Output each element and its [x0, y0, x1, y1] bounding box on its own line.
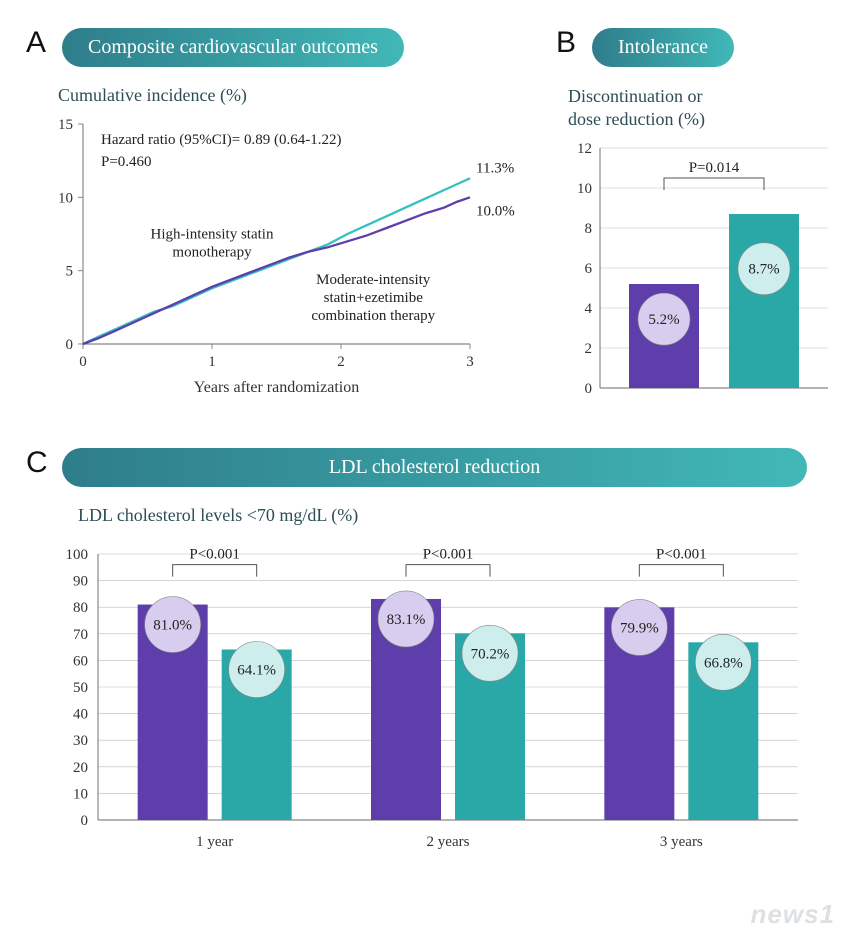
svg-text:10.0%: 10.0% [476, 203, 515, 219]
svg-text:90: 90 [73, 574, 88, 590]
svg-text:50: 50 [73, 680, 88, 696]
svg-text:P<0.001: P<0.001 [656, 547, 707, 563]
svg-text:5: 5 [66, 264, 74, 280]
svg-text:combination therapy: combination therapy [311, 308, 435, 324]
svg-text:81.0%: 81.0% [153, 618, 192, 634]
svg-text:15: 15 [58, 117, 73, 133]
svg-text:3: 3 [466, 354, 474, 370]
panel-c-letter: C [26, 446, 48, 480]
svg-text:83.1%: 83.1% [387, 612, 426, 628]
chart-b: 0 2 4 6 8 10 12 5.2% 8.7% P=0.014 [558, 138, 838, 408]
panel-b-subhead-1: Discontinuation or [568, 86, 702, 106]
svg-text:4: 4 [585, 301, 593, 317]
svg-text:11.3%: 11.3% [476, 160, 514, 176]
svg-text:monotherapy: monotherapy [172, 244, 252, 260]
svg-text:79.9%: 79.9% [620, 620, 659, 636]
svg-text:3 years: 3 years [660, 834, 703, 850]
svg-text:0: 0 [81, 813, 89, 829]
svg-text:Moderate-intensity: Moderate-intensity [316, 272, 431, 288]
svg-text:1 year: 1 year [196, 834, 233, 850]
svg-text:8: 8 [585, 221, 593, 237]
panel-b-pill: Intolerance [592, 28, 734, 67]
chart-a: 0 5 10 15 0 1 2 3 Years after randomization 11.3%… [28, 114, 538, 404]
svg-text:70.2%: 70.2% [471, 646, 510, 662]
svg-text:Years after randomization: Years after randomization [194, 379, 359, 396]
panel-b-letter: B [556, 26, 576, 60]
panel-c-subhead: LDL cholesterol levels <70 mg/dL (%) [78, 505, 817, 526]
panel-c: C LDL cholesterol reduction LDL choleste… [28, 448, 817, 864]
svg-text:statin+ezetimibe: statin+ezetimibe [324, 290, 424, 306]
svg-text:P=0.460: P=0.460 [101, 154, 152, 170]
svg-text:40: 40 [73, 707, 88, 723]
svg-text:64.1%: 64.1% [237, 662, 276, 678]
panel-a: A Composite cardiovascular outcomes Cumu… [28, 28, 538, 408]
svg-text:P=0.014: P=0.014 [689, 160, 740, 176]
svg-text:20: 20 [73, 760, 88, 776]
svg-text:Hazard ratio (95%CI)= 0.89 (0.: Hazard ratio (95%CI)= 0.89 (0.64-1.22) [101, 132, 341, 148]
panel-b-subhead-2: dose reduction (%) [568, 109, 705, 129]
panel-a-letter: A [26, 26, 46, 60]
svg-text:0: 0 [585, 381, 593, 397]
panel-b: B Intolerance Discontinuation or dose re… [558, 28, 838, 408]
watermark: news1 [751, 899, 836, 930]
svg-text:0: 0 [66, 337, 74, 353]
svg-text:60: 60 [73, 653, 88, 669]
svg-text:66.8%: 66.8% [704, 655, 743, 671]
svg-text:10: 10 [58, 190, 73, 206]
chart-c: 0 10 20 30 40 50 60 70 80 90 100 81.0% 64.1% P<0.001 1… [28, 534, 818, 864]
svg-text:2: 2 [337, 354, 345, 370]
panel-b-subhead: Discontinuation or dose reduction (%) [568, 85, 838, 130]
svg-text:70: 70 [73, 627, 88, 643]
svg-text:2 years: 2 years [427, 834, 470, 850]
svg-text:10: 10 [73, 786, 88, 802]
svg-text:6: 6 [585, 261, 593, 277]
svg-text:12: 12 [577, 141, 592, 157]
svg-text:30: 30 [73, 733, 88, 749]
svg-text:8.7%: 8.7% [748, 262, 779, 278]
svg-text:80: 80 [73, 600, 88, 616]
svg-text:High-intensity statin: High-intensity statin [151, 226, 274, 242]
svg-text:5.2%: 5.2% [648, 312, 679, 328]
svg-text:2: 2 [585, 341, 593, 357]
panel-a-subhead: Cumulative incidence (%) [58, 85, 538, 106]
svg-text:P<0.001: P<0.001 [423, 547, 474, 563]
panel-a-pill: Composite cardiovascular outcomes [62, 28, 404, 67]
svg-text:1: 1 [208, 354, 216, 370]
svg-text:10: 10 [577, 181, 592, 197]
svg-text:0: 0 [79, 354, 87, 370]
svg-text:100: 100 [66, 547, 89, 563]
svg-text:P<0.001: P<0.001 [189, 547, 240, 563]
panel-c-pill: LDL cholesterol reduction [62, 448, 807, 487]
